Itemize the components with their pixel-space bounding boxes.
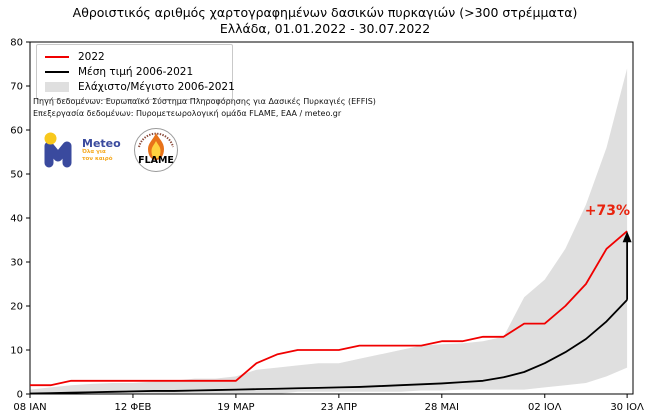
legend-item-minmax: Ελάχιστο/Μέγιστο 2006-2021	[45, 79, 235, 94]
y-tick-label: 80	[10, 38, 23, 49]
flame-logo-icon: FLAME	[133, 128, 178, 172]
y-tick-label: 10	[10, 346, 23, 357]
y-tick-label: 30	[10, 258, 23, 269]
flame-logo-name: FLAME	[138, 155, 174, 166]
meteo-sun-icon	[44, 132, 57, 145]
meteo-logo-name: Meteo	[82, 137, 121, 150]
credits: Πηγή δεδομένων: Ευρωπαϊκό Σύστημα Πληροφ…	[33, 96, 376, 120]
x-tick-label: 28 ΜΑΙ	[425, 402, 459, 413]
y-tick-label: 0	[17, 390, 23, 401]
data-source-line: Πηγή δεδομένων: Ευρωπαϊκό Σύστημα Πληροφ…	[33, 97, 376, 106]
flame-logo-arc-text	[137, 132, 174, 148]
series-2022-line	[30, 230, 628, 387]
x-tick-label: 23 ΑΠΡ	[321, 402, 357, 413]
x-tick-label: 02 ΙΟΛ	[528, 402, 562, 413]
legend: 2022 Μέση τιμή 2006-2021 Ελάχιστο/Μέγιστ…	[36, 44, 235, 100]
gray-band-swatch	[45, 81, 69, 92]
y-tick-label: 60	[10, 126, 23, 137]
x-tick-label: 08 ΙΑΝ	[13, 402, 46, 413]
meteo-logo-icon	[44, 132, 72, 168]
red-line-swatch	[45, 55, 69, 58]
legend-label: Μέση τιμή 2006-2021	[78, 65, 194, 78]
meteo-logo-tagline: Όλα για τον καιρό	[82, 149, 113, 162]
chart-title: Αθροιστικός αριθμός χαρτογραφημένων δασι…	[72, 5, 578, 20]
y-tick-label: 20	[10, 302, 23, 313]
x-tick-label: 19 ΜΑΡ	[217, 402, 254, 413]
y-tick-label: 40	[10, 214, 23, 225]
data-processing-line: Επεξεργασία δεδομένων: Πυρομετεωρολογική…	[33, 109, 342, 118]
logos: Meteo Όλα για τον καιρό FLAME	[44, 127, 179, 173]
growth-arrow-head	[622, 231, 632, 243]
chart-subtitle: Ελλάδα, 01.01.2022 - 30.07.2022	[219, 21, 431, 36]
legend-label: 2022	[78, 50, 105, 63]
x-tick-label: 30 ΙΟΛ	[610, 402, 644, 413]
y-tick-label: 50	[10, 170, 23, 181]
x-tick-label: 12 ΦΕΒ	[114, 402, 151, 413]
meteo-logo-text: Meteo Όλα για τον καιρό	[82, 138, 121, 162]
y-tick-label: 70	[10, 82, 23, 93]
legend-item-2022: 2022	[45, 49, 224, 64]
minmax-band	[30, 68, 628, 395]
series-mean-line	[29, 299, 628, 395]
black-line-swatch	[45, 70, 69, 73]
growth-annotation: +73%	[584, 203, 630, 219]
legend-item-mean: Μέση τιμή 2006-2021	[45, 64, 224, 79]
legend-label: Ελάχιστο/Μέγιστο 2006-2021	[78, 80, 235, 93]
